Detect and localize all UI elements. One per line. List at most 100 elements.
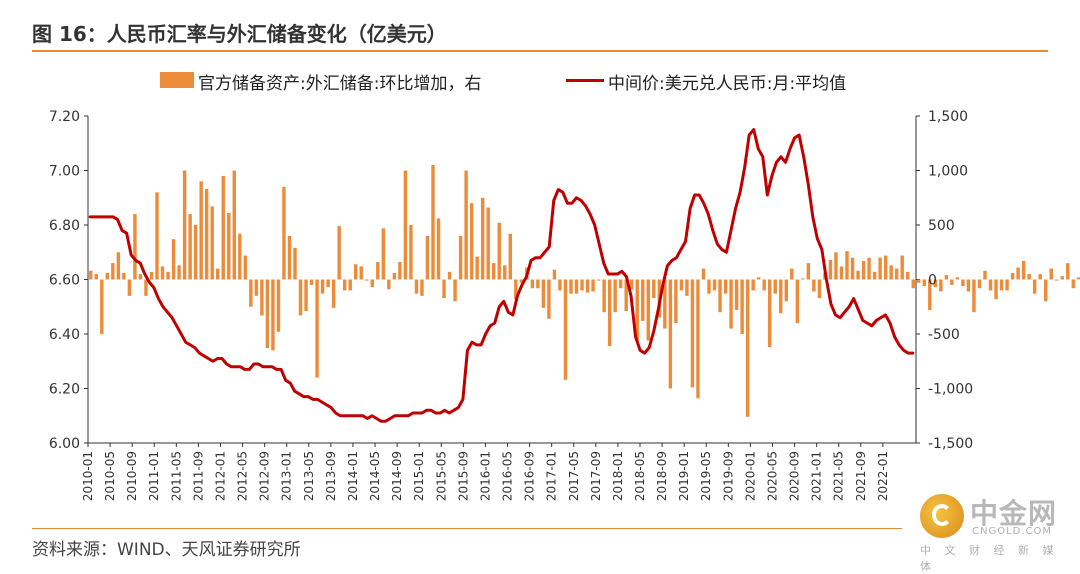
watermark-logo: 中金网 CNGOLD.COM 中 文 财 经 新 媒 体 [920, 492, 1070, 573]
x-tick-label: 2014-01 [346, 451, 360, 501]
reserve-bar [122, 272, 126, 280]
reserve-bar [558, 279, 562, 291]
watermark-domain: CNGOLD.COM [972, 526, 1053, 537]
reserve-bar [348, 279, 352, 291]
reserve-bar [398, 262, 402, 280]
right-tick-label: 1,000 [928, 164, 968, 180]
reserve-bar [911, 279, 915, 289]
reserve-bar [718, 279, 722, 313]
reserve-bar [365, 279, 369, 281]
reserve-bar [260, 279, 264, 316]
chart-axes [84, 115, 920, 447]
reserve-bar [894, 268, 899, 280]
x-tick-label: 2013-09 [324, 451, 338, 501]
reserve-bar [431, 165, 435, 280]
left-tick-label: 6.40 [49, 327, 80, 343]
reserve-bar [243, 255, 248, 280]
legend-bar-label: 官方储备资产:外汇储备:环比增加，右 [198, 74, 482, 94]
reserve-bar [204, 189, 209, 280]
reserve-bar [442, 279, 446, 299]
reserve-bar [845, 251, 849, 280]
x-tick-label: 2019-01 [677, 451, 691, 501]
x-tick-label: 2015-05 [434, 451, 448, 501]
reserve-bar [370, 279, 374, 288]
left-tick-label: 7.00 [49, 164, 80, 180]
reserve-bar [475, 256, 479, 280]
reserve-bar [425, 235, 430, 280]
reserve-bar [740, 279, 744, 334]
reserve-bar [160, 266, 165, 280]
left-tick-label: 7.20 [49, 109, 80, 125]
reserve-bar [624, 279, 628, 312]
reserve-bar [492, 263, 496, 280]
reserve-bar [574, 279, 579, 294]
x-tick-label: 2014-05 [368, 451, 382, 501]
reserve-bar [723, 279, 728, 294]
reserve-bar [690, 279, 695, 388]
reserve-bar [177, 265, 181, 280]
reserve-bar [674, 279, 678, 324]
reserve-bar [663, 279, 667, 329]
x-tick-label: 2010-05 [103, 451, 117, 501]
reserve-bar [1044, 279, 1048, 302]
reserve-bar [795, 279, 800, 324]
watermark-slogan: 中 文 财 经 新 媒 体 [920, 544, 1059, 573]
left-tick-label: 6.00 [49, 436, 80, 452]
reserve-bar [856, 270, 860, 280]
title-divider [32, 50, 1048, 52]
reserve-bar [773, 279, 777, 294]
x-tick-label: 2022-01 [876, 451, 890, 501]
source-note: 资料来源：WIND、天风证券研究所 [32, 540, 301, 560]
right-tick-label: -1,000 [928, 382, 973, 398]
reserve-bar [530, 279, 535, 289]
reserve-bar [834, 252, 838, 280]
reserve-bar [933, 279, 938, 288]
reserve-bar [966, 279, 971, 292]
x-tick-label: 2010-01 [81, 451, 95, 501]
x-tick-label: 2018-05 [633, 451, 647, 501]
reserve-bar [547, 279, 551, 319]
x-tick-label: 2013-01 [280, 451, 294, 501]
reserve-bar [679, 279, 684, 291]
x-tick-label: 2020-09 [788, 451, 802, 501]
x-tick-label: 2012-09 [258, 451, 272, 501]
reserve-bar [1027, 274, 1031, 280]
reserve-bar [342, 279, 347, 291]
x-tick-label: 2017-09 [589, 451, 603, 501]
reserve-bar [320, 279, 325, 294]
left-tick-label: 6.80 [49, 218, 80, 234]
x-tick-label: 2019-09 [721, 451, 735, 501]
reserve-bar [977, 279, 982, 289]
reserve-bar [883, 255, 888, 280]
x-tick-label: 2019-05 [699, 451, 713, 501]
x-tick-label: 2020-01 [743, 451, 757, 501]
reserve-bar [265, 279, 270, 349]
reserve-bar [282, 186, 286, 280]
reserve-bar [569, 279, 573, 294]
reserve-bar [469, 203, 474, 280]
reserve-bar [668, 279, 673, 389]
reserve-bar [751, 279, 755, 291]
reserve-bar [641, 279, 645, 321]
reserve-bar [762, 279, 766, 291]
coin-icon [920, 494, 964, 538]
left-tick-label: 6.20 [49, 382, 80, 398]
reserve-bar [729, 279, 733, 329]
reserve-bar [216, 268, 220, 280]
reserve-bar [779, 279, 783, 314]
x-tick-label: 2018-01 [611, 451, 625, 501]
reserve-bar [955, 277, 960, 280]
reserve-bar [696, 279, 700, 399]
fx-rate-line [88, 128, 915, 423]
bar-series [89, 165, 1080, 417]
reserve-bar [420, 279, 424, 296]
reserve-bar [867, 257, 871, 280]
right-tick-label: -500 [928, 327, 960, 343]
x-tick-label: 2011-01 [147, 451, 161, 501]
x-tick-label: 2013-05 [302, 451, 316, 501]
reserve-bar [994, 279, 998, 300]
reserve-bar [734, 279, 739, 311]
x-tick-label: 2011-05 [169, 451, 183, 501]
reserve-bar [409, 225, 413, 280]
reserve-bar [790, 268, 794, 280]
